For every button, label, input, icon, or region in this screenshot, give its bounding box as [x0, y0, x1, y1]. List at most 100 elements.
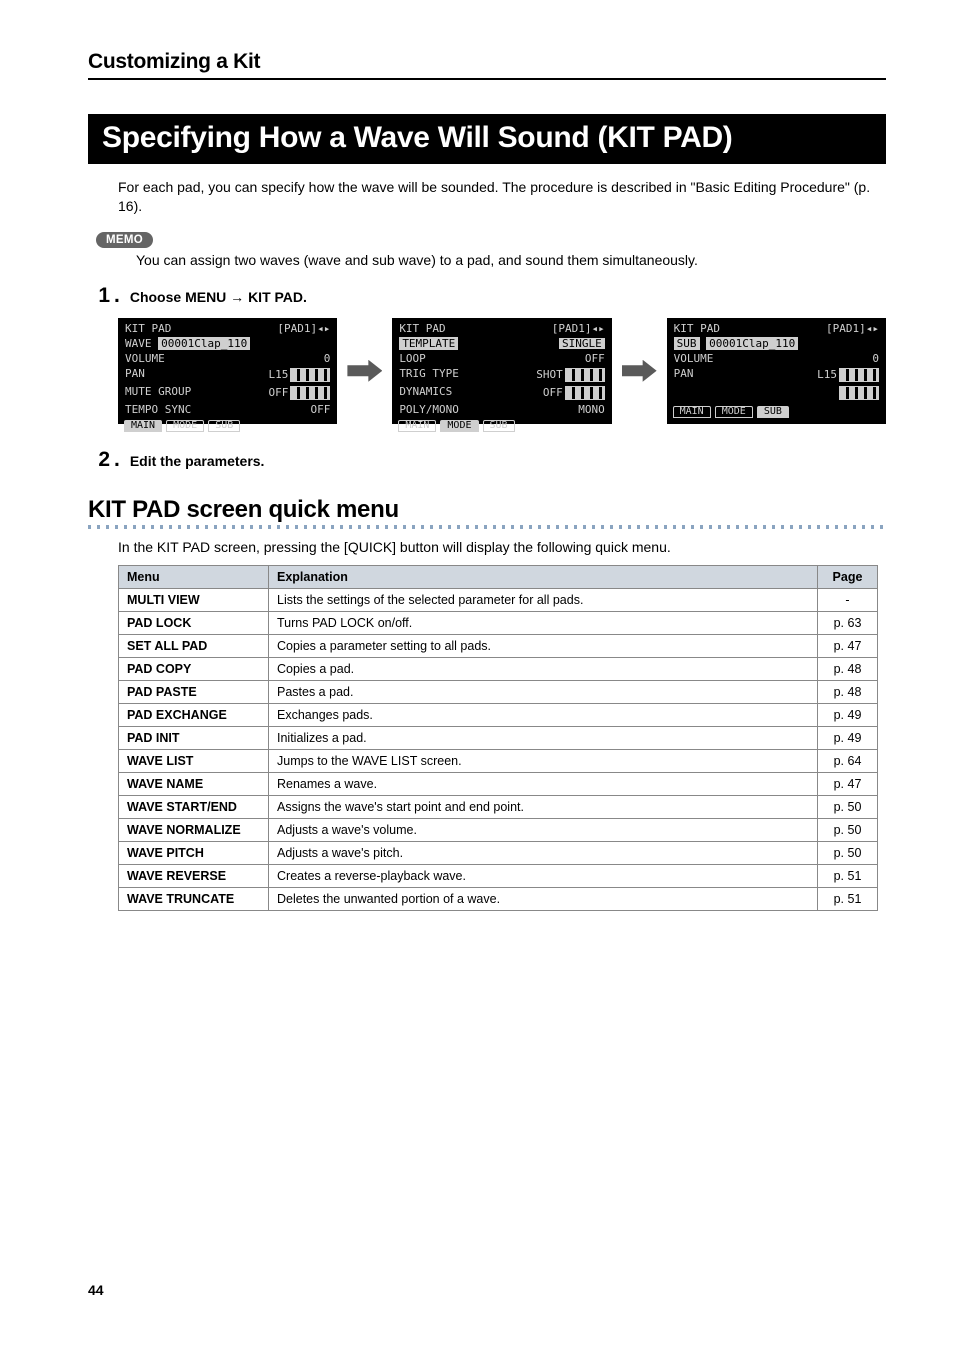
dotted-rule	[88, 525, 886, 529]
cell-page: p. 48	[818, 657, 878, 680]
th-menu: Menu	[119, 565, 269, 588]
table-row: PAD PASTEPastes a pad.p. 48	[119, 680, 878, 703]
cell-menu: MULTI VIEW	[119, 588, 269, 611]
cell-page: p. 50	[818, 841, 878, 864]
step-number: 2	[88, 448, 110, 472]
lcd-tab-sub: SUB	[208, 420, 240, 432]
cell-page: p. 64	[818, 749, 878, 772]
cell-menu: PAD COPY	[119, 657, 269, 680]
breadcrumb: Customizing a Kit	[88, 50, 886, 74]
cell-page: p. 47	[818, 772, 878, 795]
step-text: Choose MENU → KIT PAD.	[130, 289, 307, 305]
cell-page: p. 48	[818, 680, 878, 703]
cell-menu: SET ALL PAD	[119, 634, 269, 657]
lcd-row: WAVE 00001Clap_110	[125, 338, 250, 349]
lcd-tab-mode: MODE	[166, 420, 204, 432]
page-title: Specifying How a Wave Will Sound (KIT PA…	[88, 114, 886, 164]
lcd-val: 0	[324, 353, 331, 364]
lcd-row: DYNAMICS	[399, 386, 452, 400]
table-row: WAVE NAMERenames a wave.p. 47	[119, 772, 878, 795]
cell-menu: WAVE LIST	[119, 749, 269, 772]
lcd-screen-main: KIT PAD[PAD1]◂▸ WAVE 00001Clap_110 VOLUM…	[118, 318, 337, 424]
table-row: PAD EXCHANGEExchanges pads.p. 49	[119, 703, 878, 726]
lcd-title: KIT PAD	[674, 323, 720, 334]
table-row: PAD LOCKTurns PAD LOCK on/off.p. 63	[119, 611, 878, 634]
cell-menu: WAVE NAME	[119, 772, 269, 795]
page-number: 44	[88, 1282, 104, 1298]
cell-menu: PAD PASTE	[119, 680, 269, 703]
cell-explanation: Copies a parameter setting to all pads.	[269, 634, 818, 657]
quick-menu-table: Menu Explanation Page MULTI VIEWLists th…	[118, 565, 878, 911]
cell-explanation: Copies a pad.	[269, 657, 818, 680]
lcd-screens-row: KIT PAD[PAD1]◂▸ WAVE 00001Clap_110 VOLUM…	[118, 318, 886, 424]
lcd-row: POLY/MONO	[399, 404, 459, 415]
lcd-tab-sub: SUB	[757, 406, 789, 418]
cell-page: p. 49	[818, 726, 878, 749]
cell-explanation: Lists the settings of the selected param…	[269, 588, 818, 611]
cell-page: -	[818, 588, 878, 611]
cell-explanation: Initializes a pad.	[269, 726, 818, 749]
lcd-val: SINGLE	[559, 338, 605, 349]
cell-menu: PAD INIT	[119, 726, 269, 749]
lcd-val: OFF	[543, 386, 605, 400]
lcd-row: MUTE GROUP	[125, 386, 191, 400]
cell-explanation: Assigns the wave's start point and end p…	[269, 795, 818, 818]
step-2: 2. Edit the parameters.	[88, 448, 886, 472]
lcd-val: MONO	[578, 404, 605, 415]
cell-explanation: Adjusts a wave's pitch.	[269, 841, 818, 864]
table-row: PAD COPYCopies a pad.p. 48	[119, 657, 878, 680]
lcd-title: KIT PAD	[399, 323, 445, 334]
lcd-row: LOOP	[399, 353, 426, 364]
step-text: Edit the parameters.	[130, 453, 265, 469]
table-row: PAD INITInitializes a pad.p. 49	[119, 726, 878, 749]
memo-badge: MEMO	[96, 232, 153, 248]
th-page: Page	[818, 565, 878, 588]
lcd-row: TEMPLATE	[399, 338, 458, 349]
cell-page: p. 63	[818, 611, 878, 634]
lcd-val: L15	[817, 368, 879, 382]
cell-explanation: Jumps to the WAVE LIST screen.	[269, 749, 818, 772]
cell-menu: WAVE REVERSE	[119, 864, 269, 887]
lcd-row: PAN	[674, 368, 694, 382]
lcd-tab-main: MAIN	[124, 420, 162, 432]
memo-block: MEMO You can assign two waves (wave and …	[96, 230, 886, 268]
lcd-tab-main: MAIN	[398, 420, 436, 432]
cell-page: p. 50	[818, 795, 878, 818]
step-number: 1	[88, 284, 110, 308]
arrow-right-icon	[347, 360, 382, 382]
lcd-tab-mode: MODE	[715, 406, 753, 418]
cell-explanation: Turns PAD LOCK on/off.	[269, 611, 818, 634]
cell-explanation: Deletes the unwanted portion of a wave.	[269, 887, 818, 910]
intro-text: For each pad, you can specify how the wa…	[118, 178, 886, 216]
arrow-right-icon	[622, 360, 657, 382]
lcd-pad: [PAD1]◂▸	[277, 323, 330, 334]
cell-explanation: Exchanges pads.	[269, 703, 818, 726]
section-desc: In the KIT PAD screen, pressing the [QUI…	[118, 539, 886, 555]
table-row: WAVE LISTJumps to the WAVE LIST screen.p…	[119, 749, 878, 772]
rule	[88, 78, 886, 80]
cell-menu: WAVE NORMALIZE	[119, 818, 269, 841]
table-row: WAVE START/ENDAssigns the wave's start p…	[119, 795, 878, 818]
cell-explanation: Pastes a pad.	[269, 680, 818, 703]
memo-text: You can assign two waves (wave and sub w…	[136, 252, 886, 268]
lcd-row: TRIG TYPE	[399, 368, 459, 382]
table-row: WAVE TRUNCATEDeletes the unwanted portio…	[119, 887, 878, 910]
lcd-pad: [PAD1]◂▸	[826, 323, 879, 334]
table-row: WAVE PITCHAdjusts a wave's pitch.p. 50	[119, 841, 878, 864]
lcd-pad: [PAD1]◂▸	[552, 323, 605, 334]
th-explanation: Explanation	[269, 565, 818, 588]
lcd-row: TEMPO SYNC	[125, 404, 191, 415]
table-row: SET ALL PADCopies a parameter setting to…	[119, 634, 878, 657]
cell-menu: WAVE TRUNCATE	[119, 887, 269, 910]
lcd-val: OFF	[585, 353, 605, 364]
lcd-title: KIT PAD	[125, 323, 171, 334]
lcd-bars	[839, 386, 879, 400]
lcd-row: PAN	[125, 368, 145, 382]
section-heading: KIT PAD screen quick menu	[88, 496, 886, 524]
cell-explanation: Renames a wave.	[269, 772, 818, 795]
lcd-tab-sub: SUB	[483, 420, 515, 432]
cell-page: p. 50	[818, 818, 878, 841]
cell-menu: WAVE START/END	[119, 795, 269, 818]
cell-page: p. 47	[818, 634, 878, 657]
lcd-val: L15	[269, 368, 331, 382]
